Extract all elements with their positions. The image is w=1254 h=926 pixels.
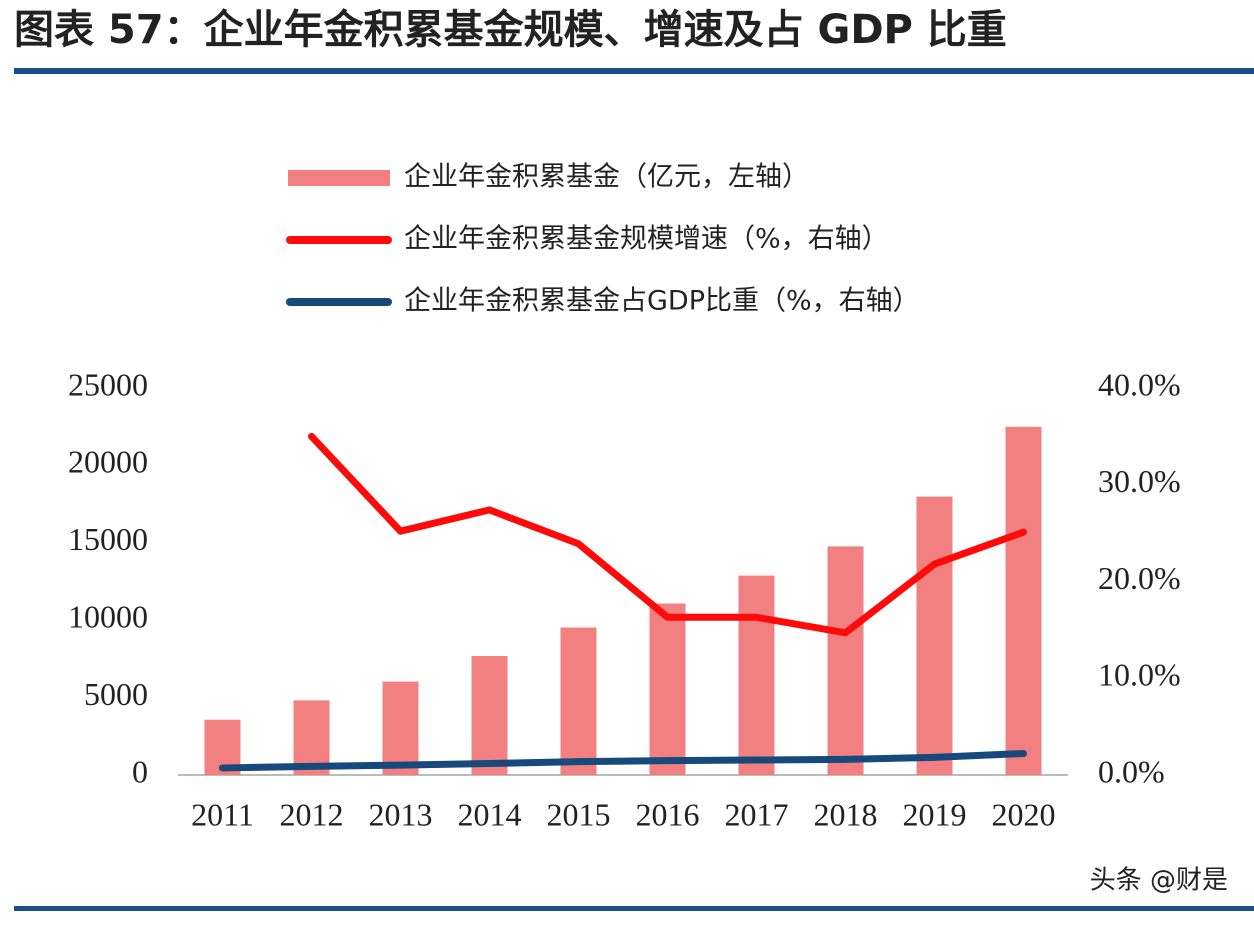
- y-tick-label: 15000: [68, 521, 148, 557]
- legend-label: 企业年金积累基金占GDP比重（%，右轴）: [404, 286, 920, 317]
- legend-label: 企业年金积累基金（亿元，左轴）: [404, 162, 809, 193]
- x-tick-label: 2014: [458, 796, 522, 832]
- y2-tick-label: 10.0%: [1098, 657, 1181, 693]
- x-tick-label: 2012: [280, 796, 344, 832]
- y-tick-label: 20000: [68, 444, 148, 480]
- y-tick-label: 5000: [84, 676, 148, 712]
- bar: [738, 575, 775, 775]
- y2-tick-label: 0.0%: [1098, 753, 1165, 789]
- y-tick-label: 0: [132, 753, 148, 789]
- y2-tick-label: 30.0%: [1098, 463, 1181, 499]
- bar: [560, 627, 597, 775]
- bar: [382, 681, 419, 775]
- bar: [293, 700, 330, 775]
- bar: [916, 496, 953, 775]
- bar: [649, 603, 686, 775]
- bar: [827, 546, 864, 775]
- watermark: 头条 @财是: [1090, 866, 1228, 896]
- line: [308, 432, 1027, 637]
- bottom-rule: [14, 906, 1254, 911]
- line: [219, 750, 1027, 772]
- bar: [1005, 426, 1042, 775]
- x-tick-label: 2013: [369, 796, 433, 832]
- legend-swatch: [288, 170, 390, 186]
- x-tick-label: 2016: [636, 796, 700, 832]
- x-tick-label: 2011: [191, 796, 254, 832]
- y-tick-label: 10000: [68, 599, 148, 635]
- x-tick-label: 2018: [814, 796, 878, 832]
- bar: [471, 655, 508, 775]
- x-tick-label: 2017: [725, 796, 789, 832]
- x-tick-label: 2019: [903, 796, 967, 832]
- y2-tick-label: 20.0%: [1098, 560, 1181, 596]
- x-tick-label: 2015: [547, 796, 611, 832]
- x-tick-label: 2020: [992, 796, 1056, 832]
- top-rule: [14, 68, 1254, 74]
- y2-tick-label: 40.0%: [1098, 366, 1181, 402]
- y-tick-label: 25000: [68, 366, 148, 402]
- chart-title: 图表 57：企业年金积累基金规模、增速及占 GDP 比重: [14, 7, 1007, 53]
- legend-label: 企业年金积累基金规模增速（%，右轴）: [404, 224, 889, 255]
